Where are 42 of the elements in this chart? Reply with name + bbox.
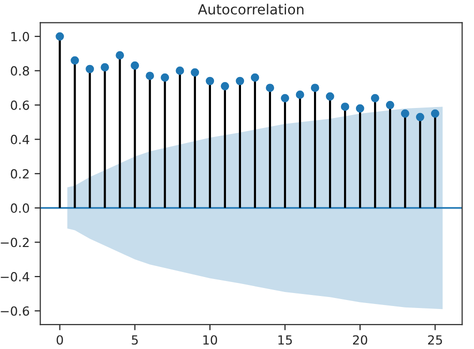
x-tick-label: 25 [428,335,442,345]
point [430,109,440,118]
x-tick-label: 5 [132,335,138,345]
x-tick-label: 20 [353,335,368,345]
point [130,61,140,70]
point [280,94,290,102]
y-tick-label: 0.2 [10,169,29,179]
point [160,73,170,82]
point [86,64,94,74]
x-tick-label: 15 [278,335,292,345]
point [250,73,260,82]
point [236,76,244,86]
point [310,84,320,92]
y-tick-label: 0.8 [10,66,30,76]
y-tick-label: 0.0 [10,203,30,213]
y-tick-label: −0.6 [0,306,30,316]
point [176,66,184,75]
point [386,100,394,110]
y-tick-label: 0.6 [10,100,30,110]
chart-title: Autocorrelation [198,4,304,15]
point [266,84,274,92]
y-tick-label: −0.2 [0,238,29,248]
point [416,112,424,122]
point [220,82,230,90]
point [370,94,380,102]
point [206,76,214,86]
point [326,92,334,101]
point [70,56,79,65]
point [56,32,64,41]
x-tick-label: 10 [203,335,218,345]
point [296,90,304,99]
point [340,102,350,111]
y-tick-label: −0.4 [0,272,30,282]
point [116,51,124,60]
point [100,63,110,72]
point [190,68,200,77]
point [400,109,410,118]
point [356,104,364,113]
y-tick-label: 0.4 [10,134,30,144]
point [146,72,154,80]
x-tick-label: 0 [56,335,63,345]
y-tick-label: 1.0 [11,32,30,42]
